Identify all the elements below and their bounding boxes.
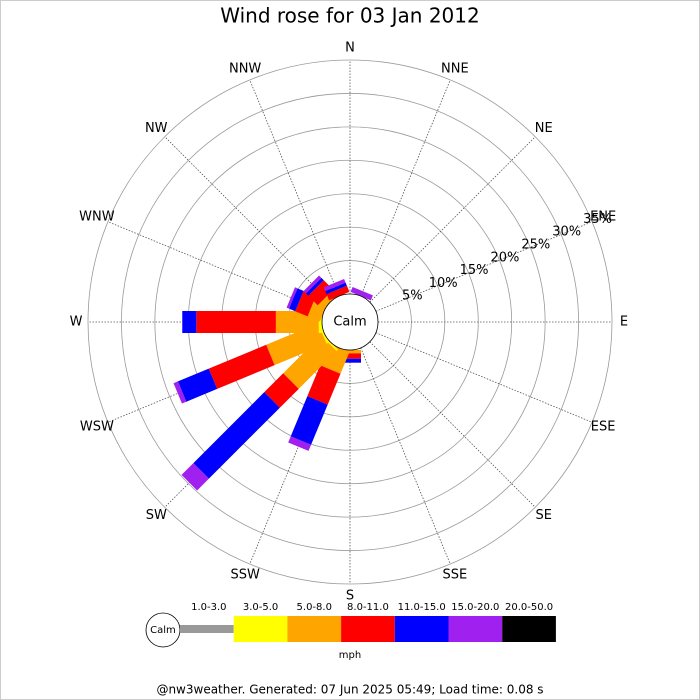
bar-segment [177,368,218,402]
ring-label: 30% [552,225,581,240]
bar-segment [307,365,341,405]
calm-label: Calm [333,315,366,330]
footer: @nw3weather. Generated: 07 Jun 2025 05:4… [156,683,543,697]
bar-segment [266,323,327,366]
grid-ring [154,126,546,518]
legend-label: 1.0-3.0 [191,602,226,613]
direction-label: SW [146,508,167,523]
legend-swatch [341,616,395,642]
legend-label: 3.0-5.0 [243,602,278,613]
bar-segment [288,436,312,451]
spoke [164,136,331,303]
spoke [375,221,593,312]
direction-label: ENE [590,210,616,225]
bar-segment [182,311,197,333]
bar-segment [339,353,361,359]
bar-segment [339,358,361,363]
chart-title: Wind rose for 03 Jan 2012 [220,4,479,28]
ring-label: 20% [490,250,519,265]
direction-bars [350,286,373,301]
ring-label: 15% [460,263,489,278]
bar-segment [196,311,276,333]
direction-label: WNW [79,210,115,225]
legend-label: 20.0-50.0 [505,602,553,613]
direction-label: NW [145,121,168,136]
legend-swatch [448,616,503,642]
ring-label: 10% [429,276,458,291]
bar-segment [193,392,280,479]
ring-label: 5% [402,289,423,304]
direction-label: WSW [80,419,114,434]
bar-segment [325,282,347,295]
legend-swatch [394,616,449,642]
legend-swatch [287,616,342,642]
direction-label: E [620,315,628,330]
legend-swatch [502,616,556,642]
bar-segment [350,286,373,301]
direction-label: SE [536,508,552,523]
direction-bars [323,278,350,301]
bar-segment [290,396,328,445]
direction-bars [181,334,338,491]
direction-bars [339,350,361,363]
legend-swatch [233,616,288,642]
direction-label: SSW [230,568,260,583]
bar-segment [289,288,304,312]
direction-bars [182,311,322,333]
bar-segment [323,278,346,292]
bar-segment [283,335,337,389]
spoke [360,79,451,297]
ring-label: 35% [583,212,612,227]
bar-segment [286,287,298,309]
spoke [369,341,536,508]
bar-segment [275,311,319,333]
bar-segment [303,275,322,294]
spoke [107,221,325,312]
direction-bars [173,322,329,404]
direction-label: SSE [442,568,467,583]
bar-segment [264,373,299,408]
spoke [249,79,340,297]
direction-label: NE [535,121,553,136]
bar-segment [326,285,350,301]
calm-circle [321,293,379,351]
spoke [375,332,593,423]
bar-segment [339,350,361,354]
legend-label: 5.0-8.0 [297,602,332,613]
bar-segment [173,381,187,404]
grid-ring [121,93,579,551]
direction-label: NNW [229,61,261,76]
spoke [360,347,451,565]
legend-label: 11.0-15.0 [398,602,446,613]
bar-segment [208,344,275,389]
legend-calm-label: Calm [150,625,176,636]
bar-segment [305,277,324,296]
ring-label: 25% [521,238,550,253]
direction-label: ESE [591,419,616,434]
bar-segment [181,463,209,491]
direction-label: N [345,41,355,56]
direction-label: S [346,589,354,604]
direction-label: W [70,315,83,330]
legend-swatch [180,625,234,633]
direction-label: NNE [441,61,469,76]
legend-unit: mph [339,650,361,661]
legend-label: 15.0-20.0 [451,602,499,613]
legend-label: 8.0-11.0 [347,602,389,613]
grid-ring [87,59,613,585]
spoke [369,136,536,303]
